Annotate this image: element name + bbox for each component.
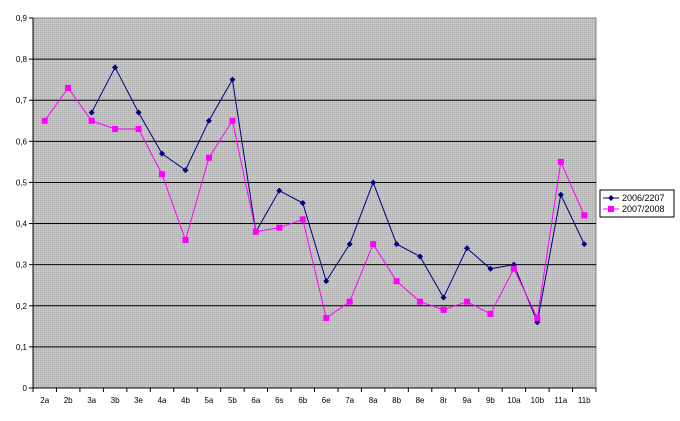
data-point [370,179,377,186]
legend-label: 2006/2207 [622,193,665,203]
x-tick-label: 8r [440,396,447,405]
data-point [463,298,470,305]
x-tick-label: 11a [554,396,567,405]
data-point [229,117,236,124]
data-point [205,154,212,161]
x-tick-label: 6b [298,396,307,405]
x-tick-label: 8a [369,396,378,405]
gridlines [33,58,596,348]
x-tick-label: 3e [134,396,143,405]
y-axis: 0 0,1 0,2 0,3 0,4 0,5 0,6 0,7 0,8 0,9 [16,14,34,393]
data-point [65,84,72,91]
data-point [487,265,494,272]
data-point [323,315,330,322]
data-point [299,200,306,206]
data-point [534,315,541,322]
data-point [252,228,259,235]
legend-marker [608,206,614,212]
data-point [346,298,353,305]
x-tick-label: 2a [40,396,49,405]
data-point [229,76,236,83]
data-point [440,306,447,313]
legend-box [599,189,675,218]
legend-label: 2007/2008 [622,204,665,214]
x-tick-label: 8b [392,396,401,405]
data-point [463,245,470,252]
y-tick-label: 0,5 [16,178,28,187]
data-point [159,150,166,157]
y-tick-label: 0,1 [16,343,28,352]
data-point [440,294,447,301]
y-tick-label: 0,2 [16,302,28,311]
plot-area [32,17,597,389]
x-tick-label: 3a [87,396,96,405]
data-point [41,117,48,124]
data-point [135,126,142,132]
data-point [182,237,189,243]
data-point [88,109,95,116]
data-point [88,117,95,124]
data-point [393,278,400,285]
y-tick-label: 0,3 [16,261,28,270]
x-tick-label: 11b [578,396,591,405]
legend-marker [608,195,614,201]
y-tick-label: 0,4 [16,220,28,229]
data-point [205,117,212,124]
data-point [393,241,400,248]
data-point [112,64,119,71]
data-point [276,224,283,231]
data-point [557,158,564,165]
data-point [487,311,494,317]
data-point [557,191,564,198]
data-point [299,216,306,223]
x-tick-label: 4b [181,396,190,405]
data-point [581,212,588,219]
data-point [510,265,517,272]
series-line [91,66,585,324]
data-point [159,171,166,178]
x-tick-label: 8e [416,396,425,405]
data-point [182,167,189,174]
data-point [581,241,588,248]
y-tick-label: 0,7 [16,96,28,105]
data-point [346,241,353,248]
x-tick-label: 4a [158,396,167,405]
x-tick-label: 5a [204,396,213,405]
data-point [135,109,142,116]
data-point [417,253,424,260]
x-tick-label: 10b [531,396,545,405]
x-tick-label: 9b [486,396,495,405]
data-point [276,187,283,194]
x-tick-label: 3b [111,396,120,405]
data-point [112,126,119,132]
y-tick-label: 0,9 [16,14,28,23]
x-axis: 2a 2b 3a 3b 3e 4a 4b 5a 5b 6a 6s 6b 6e 7a 8a 8b 8e 8r 9a 9b… [32,387,597,405]
data-point [370,241,377,248]
x-tick-label: 5b [228,396,237,405]
y-tick-label: 0 [23,384,28,393]
x-tick-label: 9a [463,396,472,405]
y-tick-label: 0,6 [16,137,28,146]
series-group [41,64,588,326]
y-tick-label: 0,8 [16,55,28,64]
x-tick-label: 2b [64,396,73,405]
data-point [323,278,330,285]
x-tick-label: 6e [322,396,331,405]
x-tick-label: 6a [251,396,260,405]
x-tick-label: 6s [275,396,283,405]
x-tick-label: 7a [345,396,354,405]
series-line [44,87,585,320]
data-point [417,298,424,305]
x-tick-label: 10a [507,396,521,405]
